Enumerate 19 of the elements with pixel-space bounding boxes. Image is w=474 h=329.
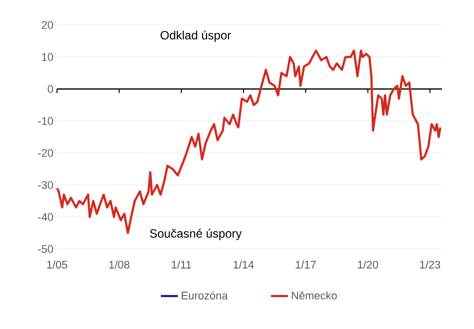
legend-label: Německo [292,291,337,300]
y-tick-label: -10 [38,117,54,125]
y-tick-label: -30 [38,181,54,189]
x-tick-label: 1/08 [109,260,130,269]
annotation: Odklad úspor [160,30,231,42]
x-tick-label: 1/20 [358,260,378,269]
annotation: Současné úspory [150,228,242,240]
y-tick-label: -50 [38,245,54,253]
y-tick-label: 10 [42,53,54,61]
x-tick-label: 1/11 [172,260,192,269]
y-tick-label: 20 [42,21,54,29]
x-tick-label: 1/05 [47,260,68,269]
y-tick-label: 0 [48,85,54,93]
x-tick-label: 1/17 [296,260,316,269]
y-tick-label: -20 [38,149,54,157]
x-tick-label: 1/23 [420,260,440,269]
x-tick-label: 1/14 [234,260,254,269]
legend-label: Eurozóna [182,291,228,300]
y-tick-label: -40 [38,213,54,221]
